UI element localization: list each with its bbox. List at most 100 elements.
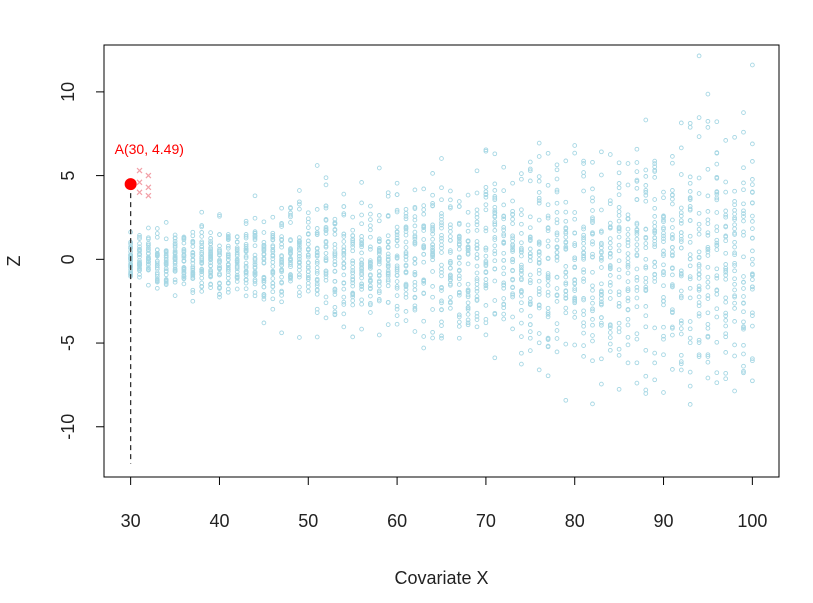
data-point <box>536 278 542 284</box>
data-point <box>661 195 666 201</box>
data-point <box>510 249 515 254</box>
data-point <box>403 214 409 219</box>
data-point <box>545 215 551 221</box>
data-point <box>661 236 666 242</box>
data-point <box>225 237 231 242</box>
data-point <box>670 196 675 202</box>
data-point <box>172 279 178 285</box>
data-point <box>359 284 364 290</box>
data-point <box>616 289 622 295</box>
data-point <box>678 293 684 299</box>
data-point <box>225 267 231 272</box>
data-point <box>616 386 622 392</box>
data-point <box>643 373 649 379</box>
data-point <box>705 293 711 298</box>
data-point <box>341 294 347 300</box>
data-point <box>687 206 693 212</box>
data-point <box>314 271 320 276</box>
data-point <box>492 222 498 228</box>
data-point <box>501 188 507 193</box>
data-point <box>394 224 400 230</box>
data-point <box>652 158 658 164</box>
data-point <box>625 298 631 304</box>
data-point <box>385 283 391 289</box>
data-point <box>625 264 631 270</box>
data-point <box>190 244 196 249</box>
data-point <box>492 235 498 240</box>
data-point <box>590 239 595 244</box>
data-point <box>492 221 498 227</box>
data-point <box>714 380 720 386</box>
data-point <box>563 199 569 205</box>
data-point <box>412 256 418 261</box>
data-point <box>439 197 444 203</box>
cross-marker <box>136 189 143 196</box>
data-point <box>590 401 595 407</box>
data-point <box>661 219 666 225</box>
data-point <box>607 198 613 204</box>
data-point <box>297 274 302 280</box>
data-point <box>581 267 586 273</box>
data-point <box>732 281 737 287</box>
data-point <box>723 323 729 329</box>
data-point <box>687 124 693 130</box>
data-point <box>190 287 196 293</box>
data-point <box>359 297 364 303</box>
data-point <box>563 296 569 301</box>
data-point <box>430 251 435 257</box>
data-point <box>554 230 560 236</box>
data-point <box>234 239 240 245</box>
data-point <box>225 257 231 263</box>
data-point <box>448 305 453 311</box>
y-tick-label: -10 <box>58 414 78 440</box>
data-point <box>634 380 640 386</box>
data-point <box>483 184 489 190</box>
data-point <box>243 247 249 253</box>
data-point <box>714 161 720 167</box>
data-point <box>341 244 347 249</box>
data-point <box>519 231 524 236</box>
data-point <box>634 227 640 232</box>
data-point <box>297 259 302 265</box>
data-point <box>510 235 515 241</box>
data-point <box>581 308 586 314</box>
data-point <box>243 255 249 261</box>
data-point <box>243 235 249 241</box>
data-point <box>172 293 178 298</box>
data-point <box>456 242 462 248</box>
data-point <box>501 296 507 301</box>
data-point <box>643 234 649 240</box>
data-point <box>527 272 533 278</box>
data-point <box>634 222 640 227</box>
data-point <box>510 314 515 320</box>
data-point <box>581 296 586 301</box>
data-point <box>661 270 666 275</box>
data-point <box>279 279 284 285</box>
scatter-points <box>128 53 755 407</box>
data-point <box>696 283 702 289</box>
data-point <box>199 239 205 245</box>
data-point <box>483 147 489 153</box>
data-point <box>359 268 364 274</box>
data-point <box>350 270 356 276</box>
data-point <box>652 230 658 236</box>
data-point <box>483 282 489 288</box>
data-point <box>439 232 444 238</box>
data-point <box>527 235 533 241</box>
data-point <box>581 255 586 260</box>
data-point <box>225 243 231 249</box>
data-point <box>678 288 684 294</box>
data-point <box>252 262 258 268</box>
data-point <box>723 267 729 273</box>
data-point <box>723 224 729 230</box>
data-point <box>323 226 329 232</box>
data-point <box>412 234 418 240</box>
data-point <box>563 158 569 164</box>
data-point <box>394 279 400 284</box>
data-point <box>448 204 453 209</box>
data-point <box>705 118 711 124</box>
data-point <box>394 285 400 291</box>
data-point <box>607 240 613 246</box>
data-point <box>732 287 737 293</box>
data-point <box>510 326 515 332</box>
